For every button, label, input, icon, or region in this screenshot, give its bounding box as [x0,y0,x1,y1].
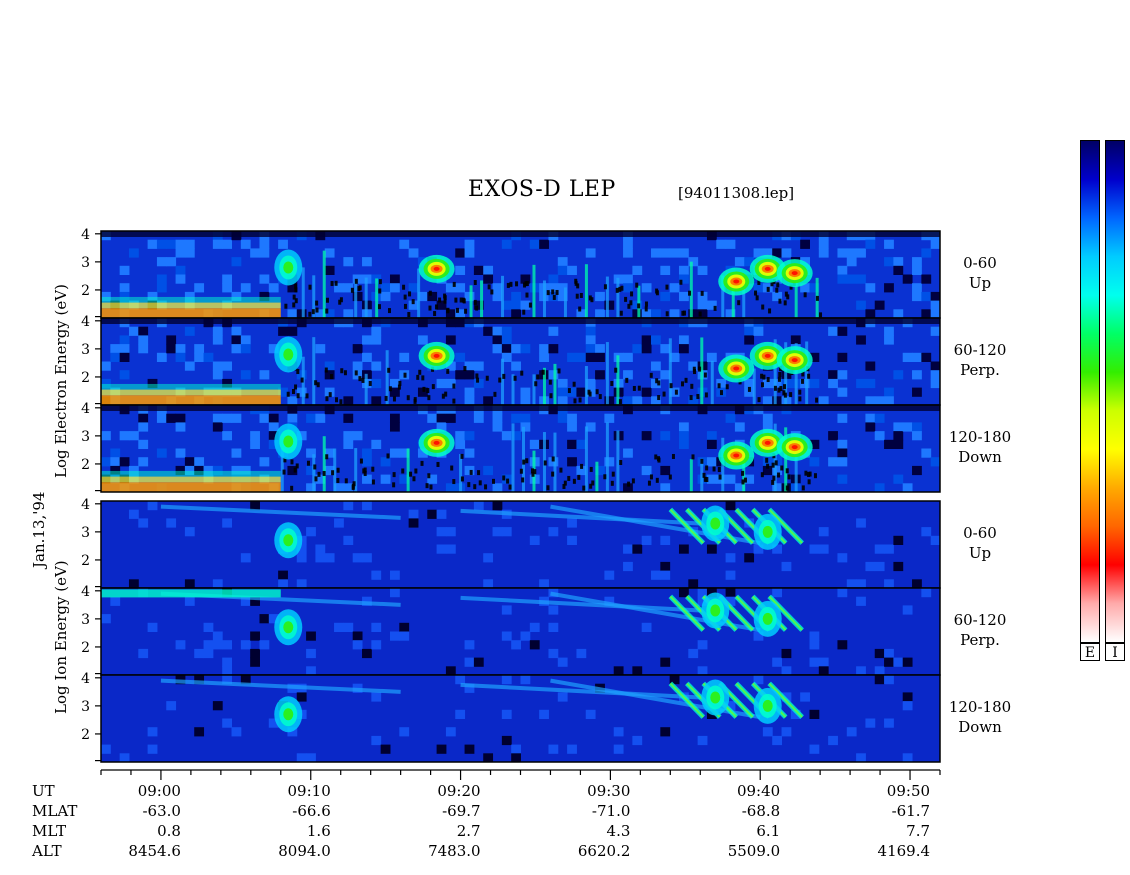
channel-direction: Down [958,717,1002,736]
ytick-label: 2 [81,283,90,299]
channel-range: 60-120 [953,340,1007,359]
ephemeris-value: 2.7 [456,822,481,840]
ytick-label: 4 [81,671,90,687]
ion-ylabel: Log Ion Energy (eV) [52,560,70,714]
panel-frame [100,404,941,493]
ephemeris-value: 7483.0 [428,842,481,860]
ephemeris-value: 09:50 [886,782,931,800]
ytick-label: 3 [81,255,90,271]
channel-direction: Perp. [960,630,1000,649]
channel-label: 120-180 Down [944,427,1016,467]
ephemeris-value: 09:10 [287,782,331,800]
ephemeris-value: 4169.4 [877,842,931,860]
ytick-label: 4 [81,584,90,600]
ephemeris-value: 8454.6 [128,842,181,860]
channel-direction: Up [968,273,992,292]
colorbar-letter: E [1080,643,1100,661]
panel-frame [100,674,941,763]
ephemeris-value: 09:40 [736,782,781,800]
ytick-label: 2 [81,457,90,473]
ytick-label: 2 [81,727,90,743]
ephemeris-value: 6.1 [756,822,781,840]
panel-electron-0-60: 2 3 4 [81,227,941,319]
ephemeris-value: -61.7 [891,802,931,820]
channel-range: 0-60 [963,523,997,542]
channel-direction: Up [968,543,992,562]
ytick-label: 2 [81,553,90,569]
panel-electron-120-180: 2 3 4 [81,401,941,493]
ephemeris-value: -68.8 [741,802,781,820]
colorbar-I [1105,140,1125,643]
channel-label: 60-120 Perp. [944,610,1016,650]
ephemeris-value: -63.0 [142,802,181,820]
ytick-label: 4 [81,314,90,330]
electron-ylabel: Log Electron Energy (eV) [52,284,70,478]
channel-label: 120-180 Down [944,697,1016,737]
date-label: Jan.13,'94 [30,491,48,568]
ephemeris-value: 09:00 [137,782,181,800]
ephemeris-value: 09:30 [587,782,631,800]
channel-range: 120-180 [948,427,1012,446]
ytick-label: 2 [81,370,90,386]
ephemeris-value: 0.8 [157,822,181,840]
channel-range: 0-60 [963,253,997,272]
channel-label: 60-120 Perp. [944,340,1016,380]
panel-ion-120-180: 2 3 4 [81,671,941,763]
ephemeris-value: 4.3 [606,822,631,840]
ephemeris-value: 7.7 [906,822,931,840]
channel-direction: Down [958,447,1002,466]
ephemeris-value: 6620.2 [577,842,631,860]
ytick-label: 3 [81,429,90,445]
ephemeris-value: 8094.0 [278,842,331,860]
panel-ion-0-60: 2 3 4 [81,497,941,589]
ytick-label: 4 [81,497,90,513]
ephemeris-value: 5509.0 [727,842,781,860]
ephemeris-row-label: UT [32,782,55,800]
ytick-label: 3 [81,612,90,628]
colorbar-letter: I [1105,643,1125,661]
file-label: [94011308.lep] [678,184,795,202]
ephemeris-row-label: MLT [32,822,67,840]
ytick-label: 3 [81,342,90,358]
channel-range: 120-180 [948,697,1012,716]
ytick-label: 4 [81,401,90,417]
ephemeris-value: -69.7 [442,802,481,820]
channel-label: 0-60 Up [944,523,1016,563]
ytick-label: 3 [81,699,90,715]
ephemeris-value: -66.6 [292,802,331,820]
ephemeris-value: -71.0 [591,802,631,820]
ephemeris-row-label: MLAT [32,802,78,820]
colorbar-E [1080,140,1100,643]
ephemeris-value: 09:20 [437,782,481,800]
channel-range: 60-120 [953,610,1007,629]
ytick-label: 3 [81,525,90,541]
ephemeris-value: 1.6 [306,822,331,840]
chart-title: EXOS-D LEP [468,177,616,202]
panel-electron-60-120: 2 3 4 [81,314,941,406]
panel-ion-60-120: 2 3 4 [81,584,941,676]
channel-direction: Perp. [960,360,1000,379]
ytick-label: 4 [81,227,90,243]
ephemeris-row-label: ALT [32,842,62,860]
channel-label: 0-60 Up [944,253,1016,293]
ytick-label: 2 [81,640,90,656]
